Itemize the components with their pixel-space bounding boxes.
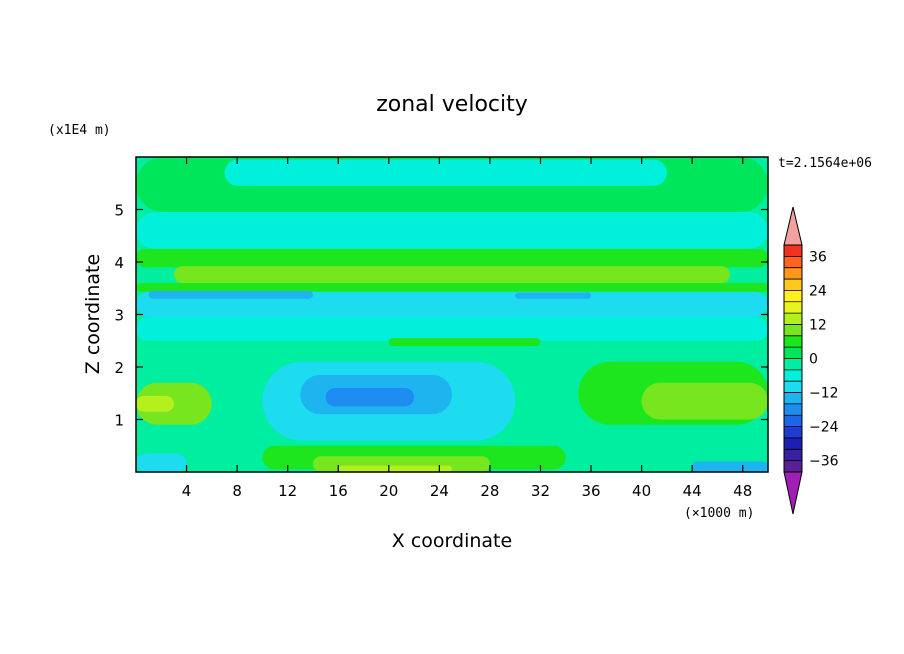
x-tick-label: 48 [733, 482, 752, 500]
colorbar-swatch [784, 256, 802, 269]
y-tick-label: 4 [114, 254, 124, 272]
field-region [136, 340, 768, 360]
y-tick-label: 2 [114, 359, 124, 377]
colorbar-swatch [784, 358, 802, 371]
colorbar-tick-label: 24 [809, 283, 827, 299]
colorbar-swatch [784, 279, 802, 291]
x-tick-label: 36 [581, 482, 600, 500]
field-region [325, 388, 415, 407]
field-region [148, 290, 313, 299]
colorbar-swatch [784, 415, 802, 428]
field-region [173, 266, 731, 283]
colorbar-swatch [784, 381, 802, 394]
field-region [515, 292, 592, 299]
x-tick-label: 16 [329, 482, 348, 500]
colorbar-swatch [784, 335, 802, 348]
colorbar-swatch [784, 301, 802, 314]
x-tick-label: 32 [531, 482, 550, 500]
x-axis-unit: (×1000 m) [684, 506, 754, 521]
colorbar-swatch [784, 437, 802, 450]
field-region [136, 453, 187, 472]
colorbar-swatch [784, 460, 802, 473]
x-tick-label: 44 [683, 482, 702, 500]
x-tick-label: 12 [278, 482, 297, 500]
field-region [224, 159, 667, 186]
colorbar-swatch [784, 324, 802, 337]
colorbar-tick-label: −12 [809, 386, 839, 402]
field-region [338, 465, 452, 472]
colorbar-tick-label: 12 [809, 317, 827, 333]
chart-title: zonal velocity [376, 92, 528, 117]
colorbar-swatch [784, 290, 802, 303]
time-label: t=2.1564e+06 [778, 156, 872, 171]
field-region [136, 248, 768, 268]
field-region [136, 283, 768, 292]
field-region [692, 461, 768, 472]
field-region [136, 395, 174, 412]
y-tick-label: 3 [114, 307, 124, 325]
colorbar-swatch [784, 449, 802, 462]
colorbar-swatch [784, 392, 802, 405]
field-region [136, 317, 768, 341]
x-tick-label: 40 [632, 482, 651, 500]
colorbar-tick-label: −24 [809, 420, 839, 436]
colorbar-tick-label: 36 [809, 249, 827, 265]
plot-area [136, 157, 768, 472]
colorbar-swatch [784, 426, 802, 439]
colorbar-swatch [784, 347, 802, 359]
colorbar: 36 24 12 0 −12 −24 −36 [783, 206, 839, 515]
y-axis-label: Z coordinate [82, 254, 104, 374]
x-axis-label: X coordinate [392, 530, 512, 552]
colorbar-over-triangle [783, 206, 803, 246]
colorbar-frame [783, 244, 803, 473]
colorbar-tick-label: −36 [809, 454, 839, 470]
colorbar-swatch [784, 245, 802, 257]
y-tick-label: 5 [114, 202, 124, 220]
y-tick-label: 1 [114, 412, 124, 430]
x-tick-label: 20 [379, 482, 398, 500]
field-region [641, 382, 768, 420]
colorbar-under-triangle [783, 471, 803, 515]
colorbar-swatch [784, 313, 802, 325]
field-region [136, 212, 768, 249]
colorbar-swatch [784, 369, 802, 382]
field-region [388, 338, 541, 346]
colorbar-tick-label: 0 [809, 352, 818, 368]
colorbar-swatch [784, 403, 802, 416]
x-tick-label: 28 [480, 482, 499, 500]
colorbar-swatch [784, 267, 802, 280]
x-tick-label: 4 [182, 482, 192, 500]
x-tick-label: 24 [430, 482, 449, 500]
y-axis-unit: (x1E4 m) [48, 123, 111, 138]
x-tick-label: 8 [232, 482, 242, 500]
